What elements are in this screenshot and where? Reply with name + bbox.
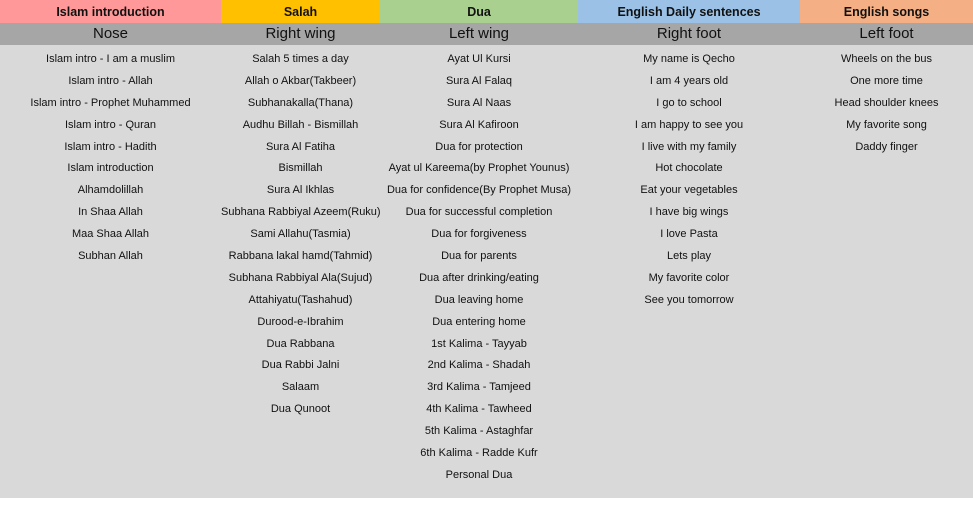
list-item[interactable]: Eat your vegetables — [640, 184, 738, 197]
list-item[interactable]: Islam intro - Quran — [64, 118, 157, 131]
list-item[interactable]: Dua after drinking/eating — [419, 271, 539, 284]
list-item[interactable]: Dua Qunoot — [270, 403, 331, 416]
list-item[interactable]: Dua leaving home — [434, 293, 524, 306]
column: English songs Left foot Wheels on the bus O… — [800, 0, 973, 498]
list-item[interactable]: Subhan Allah — [78, 250, 143, 263]
list-item[interactable]: Islam introduction — [67, 162, 154, 175]
list-item[interactable]: Salah 5 times a day — [252, 53, 349, 65]
column: English Daily sentences Right foot My name… — [578, 0, 800, 498]
list-item[interactable]: Islam intro - Allah — [68, 74, 153, 87]
list-item[interactable]: I live with my family — [641, 140, 737, 153]
list-item[interactable]: 5th Kalima - Astaghfar — [424, 425, 534, 438]
list-item[interactable]: Ayat Ul Kursi — [447, 53, 511, 65]
column: Islam introduction Nose Islam intro - I am… — [0, 0, 221, 498]
list-item[interactable]: Subhanakalla(Thana) — [247, 96, 354, 109]
category-header[interactable]: Dua — [380, 0, 578, 23]
list-item[interactable]: Dua for protection — [435, 140, 523, 153]
list-item[interactable]: Dua for successful completion — [405, 206, 553, 219]
list-item[interactable]: Allah o Akbar(Takbeer) — [244, 74, 357, 87]
list-item[interactable]: Audhu Billah - Bismillah — [242, 118, 359, 131]
list-item[interactable]: Subhana Rabbiyal Ala(Sujud) — [228, 271, 373, 284]
list-item[interactable]: I am happy to see you — [634, 118, 744, 131]
list-item[interactable]: Lets play — [666, 250, 712, 263]
list-item[interactable]: 1st Kalima - Tayyab — [431, 337, 527, 350]
list-item[interactable]: One more time — [850, 74, 923, 87]
category-header[interactable]: Salah — [221, 0, 380, 23]
list-item[interactable]: 3rd Kalima - Tamjeed — [427, 381, 531, 394]
part-header[interactable]: Right wing — [221, 23, 380, 45]
list-item[interactable]: Bismillah — [278, 162, 323, 175]
list-item[interactable]: My name is Qecho — [643, 53, 735, 65]
list-item[interactable]: Alhamdolillah — [77, 184, 144, 197]
category-header[interactable]: Islam introduction — [0, 0, 221, 23]
part-header[interactable]: Left foot — [800, 23, 973, 45]
part-header[interactable]: Left wing — [380, 23, 578, 45]
list-item[interactable]: Sami Allahu(Tasmia) — [250, 228, 351, 241]
list-item[interactable]: Ayat ul Kareema(by Prophet Younus) — [388, 162, 570, 175]
list-item[interactable]: I am 4 years old — [649, 74, 729, 87]
list-item[interactable]: Dua for forgiveness — [431, 228, 527, 241]
list-item[interactable]: Sura Al Kafiroon — [439, 118, 519, 131]
list-item[interactable]: Dua Rabbana — [266, 337, 335, 350]
list-item[interactable]: 4th Kalima - Tawheed — [426, 403, 532, 416]
list-item[interactable]: Maa Shaa Allah — [71, 228, 150, 241]
list-item[interactable]: Salaam — [281, 381, 320, 394]
list-item[interactable]: I go to school — [656, 96, 722, 109]
list-item[interactable]: Dua for parents — [441, 250, 517, 263]
list-item[interactable]: Dua Rabbi Jalni — [261, 359, 340, 372]
list-item[interactable]: Islam intro - I am a muslim — [46, 53, 175, 65]
list-item[interactable]: Dua for confidence(By Prophet Musa) — [386, 184, 572, 197]
list-item[interactable]: Personal Dua — [445, 468, 513, 481]
list-item[interactable]: Daddy finger — [855, 140, 918, 153]
list-item[interactable]: I love Pasta — [660, 228, 718, 241]
list-item[interactable]: Hot chocolate — [655, 162, 723, 175]
category-header[interactable]: English songs — [800, 0, 973, 23]
list-item[interactable]: Subhana Rabbiyal Azeem(Ruku) — [221, 206, 381, 219]
list-item[interactable]: Islam intro - Prophet Muhammed — [30, 96, 191, 109]
list-item[interactable]: Durood-e-Ibrahim — [257, 315, 344, 328]
list-item[interactable]: My favorite color — [648, 271, 730, 284]
column: Dua Left wing Ayat Ul Kursi Sura Al Falaq Su… — [380, 0, 578, 498]
list-item[interactable]: I have big wings — [649, 206, 729, 219]
part-header[interactable]: Nose — [0, 23, 221, 45]
list-item[interactable]: Islam intro - Hadith — [64, 140, 157, 153]
list-item[interactable]: 2nd Kalima - Shadah — [427, 359, 531, 372]
list-item[interactable]: Dua entering home — [432, 315, 526, 328]
list-item[interactable]: Sura Al Falaq — [445, 74, 513, 87]
list-item[interactable]: Rabbana lakal hamd(Tahmid) — [228, 250, 373, 263]
list-item[interactable]: Sura Al Ikhlas — [266, 184, 335, 197]
list-item[interactable]: In Shaa Allah — [78, 206, 143, 219]
column: Salah Right wing Salah 5 times a day Allah … — [221, 0, 381, 498]
list-item[interactable]: 6th Kalima - Radde Kufr — [420, 447, 538, 460]
list-item[interactable]: Wheels on the bus — [840, 53, 933, 65]
part-header[interactable]: Right foot — [578, 23, 800, 45]
list-item[interactable]: See you tomorrow — [644, 293, 734, 306]
category-header[interactable]: English Daily sentences — [578, 0, 800, 23]
list-item[interactable]: Attahiyatu(Tashahud) — [248, 293, 353, 306]
list-item[interactable]: Sura Al Naas — [446, 96, 512, 109]
list-item[interactable]: My favorite song — [846, 118, 927, 131]
list-item[interactable]: Sura Al Fatiha — [265, 140, 336, 153]
list-item[interactable]: Head shoulder knees — [834, 96, 939, 109]
spreadsheet: Islam introduction Nose Islam intro - I am… — [0, 0, 973, 498]
